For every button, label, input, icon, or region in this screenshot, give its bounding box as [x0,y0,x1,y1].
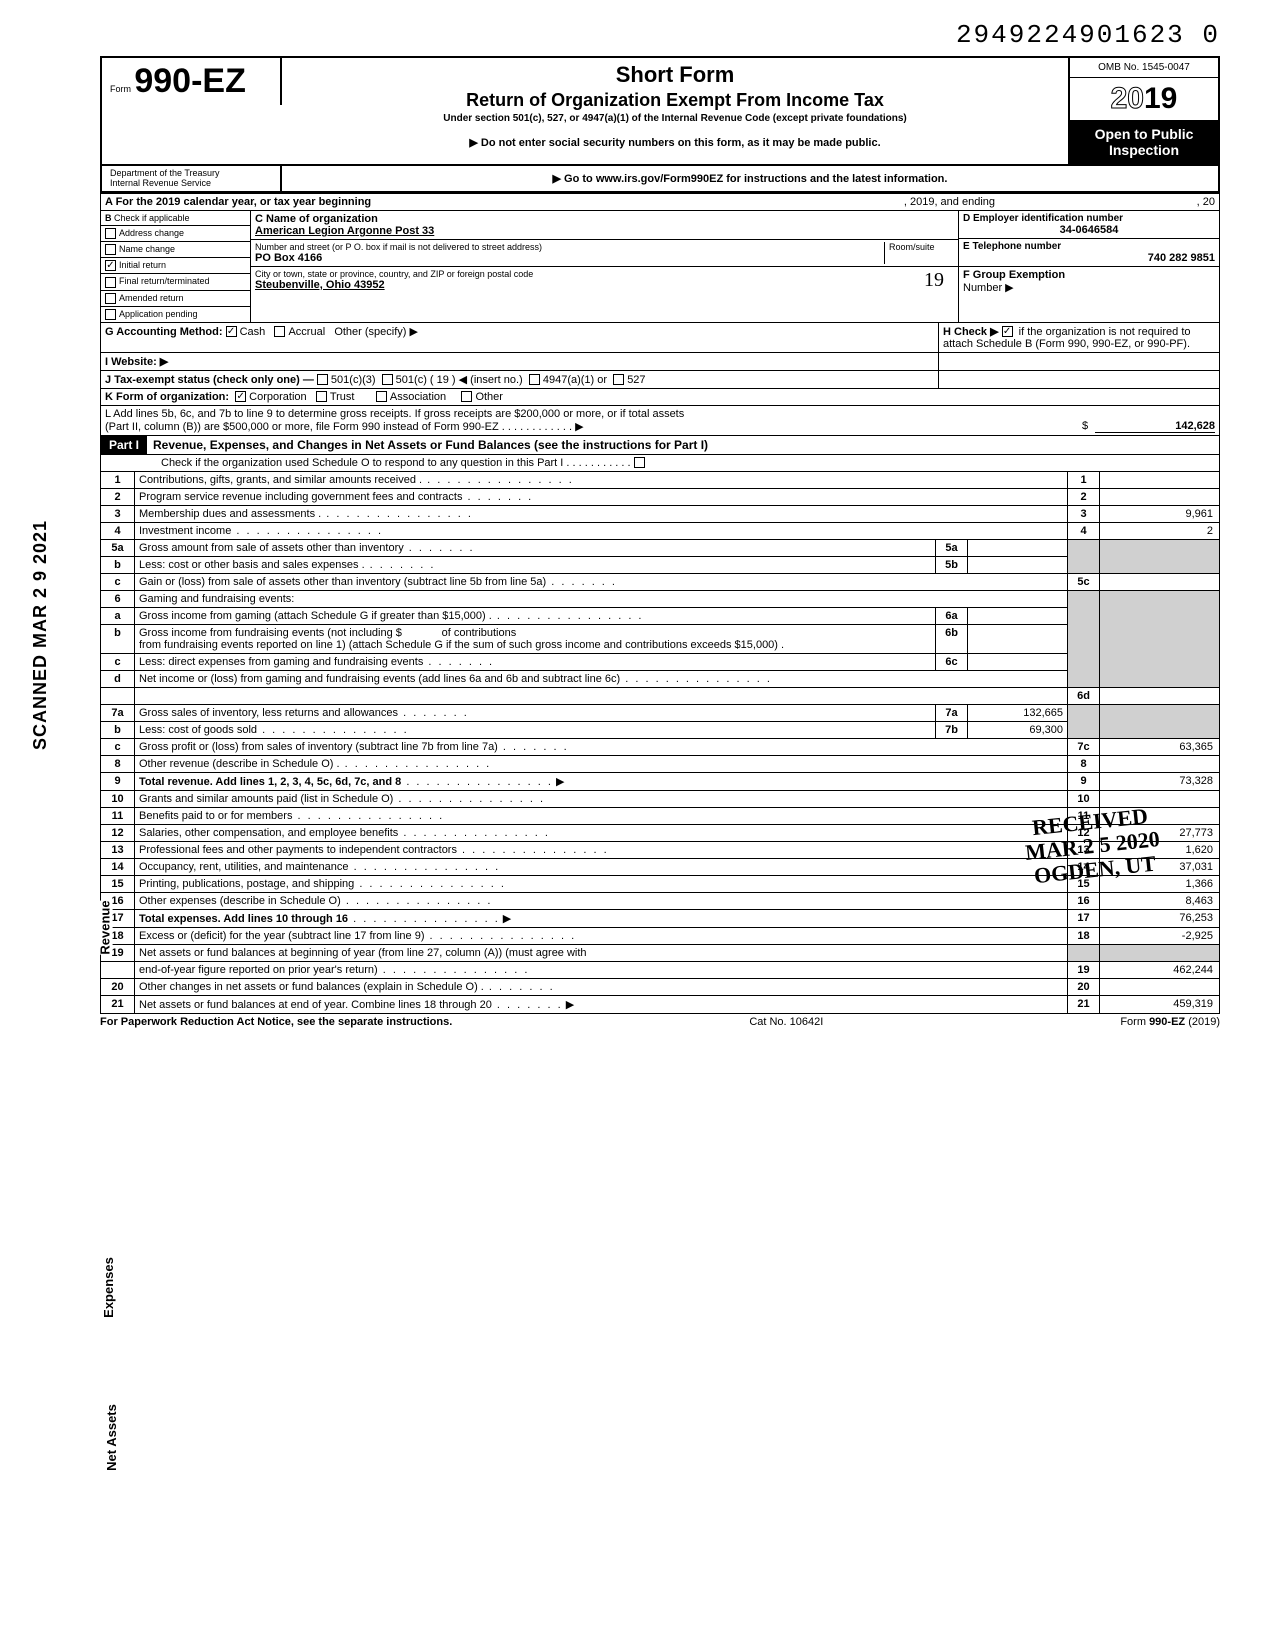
checkbox-name[interactable] [105,244,116,255]
form-number: 990-EZ [134,62,246,100]
checkbox-trust[interactable] [316,391,327,402]
checkbox-other[interactable] [461,391,472,402]
entity-block: B Check if applicable Address change Nam… [100,211,1220,323]
city: Steubenville, Ohio 43952 [255,279,914,291]
amt-21: 459,319 [1100,995,1220,1013]
checkbox-527[interactable] [613,374,624,385]
checkbox-corp[interactable]: ✓ [235,391,246,402]
street: PO Box 4166 [255,252,884,264]
amt-7c: 63,365 [1100,738,1220,755]
side-net-assets: Net Assets [104,1404,119,1471]
dept-treasury: Department of the Treasury [110,168,272,178]
amt-7b: 69,300 [968,721,1068,738]
row-l: L Add lines 5b, 6c, and 7b to line 9 to … [100,406,1220,436]
checkbox-h[interactable]: ✓ [1002,326,1013,337]
handwritten-19: 19 [914,269,954,292]
checkbox-address[interactable] [105,228,116,239]
omb-number: OMB No. 1545-0047 [1070,58,1218,78]
dept-row: Department of the Treasury Internal Reve… [100,166,1220,193]
f-number: Number ▶ [963,282,1014,294]
amt-13: 1,620 [1100,841,1220,858]
row-k: K Form of organization: ✓Corporation Tru… [100,389,1220,406]
dept-irs: Internal Revenue Service [110,178,272,188]
city-label: City or town, state or province, country… [255,269,914,279]
tracking-number: 2949224901623 0 [100,20,1220,50]
open-to-public: Open to Public Inspection [1070,120,1218,164]
side-revenue: Revenue [98,900,113,954]
lines-table: 1Contributions, gifts, grants, and simil… [100,472,1220,1014]
side-expenses: Expenses [101,1257,116,1318]
scanned-stamp: SCANNED MAR 2 9 2021 [30,520,51,750]
row-gh: G Accounting Method: ✓Cash Accrual Other… [100,323,1220,353]
form-header: Form 990-EZ Short Form Return of Organiz… [100,56,1220,166]
goto-link: ▶ Go to www.irs.gov/Form990EZ for instru… [282,166,1218,191]
org-name: American Legion Argonne Post 33 [255,225,954,237]
street-label: Number and street (or P O. box if mail i… [255,242,884,252]
room-suite: Room/suite [884,242,954,264]
amt-19: 462,244 [1100,961,1220,978]
amt-7a: 132,665 [968,704,1068,721]
part1-check: Check if the organization used Schedule … [100,455,1220,472]
checkbox-501c3[interactable] [317,374,328,385]
amt-3: 9,961 [1100,505,1220,522]
f-label: F Group Exemption [963,269,1065,281]
footer: For Paperwork Reduction Act Notice, see … [100,1016,1220,1028]
checkbox-pending[interactable] [105,309,116,320]
amt-18: -2,925 [1100,927,1220,944]
footer-cat: Cat No. 10642I [749,1016,823,1028]
checkbox-501c[interactable] [382,374,393,385]
checkbox-schedule-o[interactable] [634,457,645,468]
amt-16: 8,463 [1100,892,1220,909]
part1-header: Part I Revenue, Expenses, and Changes in… [100,436,1220,455]
ein: 34-0646584 [963,224,1215,236]
checkbox-final[interactable] [105,277,116,288]
checkbox-cash[interactable]: ✓ [226,326,237,337]
form-prefix: Form [110,84,131,94]
amt-17: 76,253 [1100,909,1220,927]
checkbox-initial[interactable]: ✓ [105,260,116,271]
checkbox-assoc[interactable] [376,391,387,402]
d-label: D Employer identification number [963,213,1215,224]
checkbox-amended[interactable] [105,293,116,304]
ssn-note: ▶ Do not enter social security numbers o… [290,136,1060,149]
amt-12: 27,773 [1100,824,1220,841]
footer-left: For Paperwork Reduction Act Notice, see … [100,1016,452,1028]
checkbox-4947[interactable] [529,374,540,385]
amt-4: 2 [1100,522,1220,539]
c-label: C Name of organization [255,213,954,225]
e-label: E Telephone number [963,241,1215,252]
tax-year: 2019 [1070,78,1218,120]
title-under: Under section 501(c), 527, or 4947(a)(1)… [290,113,1060,124]
amt-9: 73,328 [1100,772,1220,790]
phone: 740 282 9851 [963,252,1215,264]
amt-14: 37,031 [1100,858,1220,875]
line-a: A For the 2019 calendar year, or tax yea… [100,193,1220,211]
title-short-form: Short Form [290,62,1060,88]
checkbox-accrual[interactable] [274,326,285,337]
line-l-amount: 142,628 [1095,420,1215,433]
title-return: Return of Organization Exempt From Incom… [290,90,1060,111]
row-j: J Tax-exempt status (check only one) — 5… [100,371,1220,389]
row-i: I Website: ▶ [100,353,1220,371]
amt-15: 1,366 [1100,875,1220,892]
